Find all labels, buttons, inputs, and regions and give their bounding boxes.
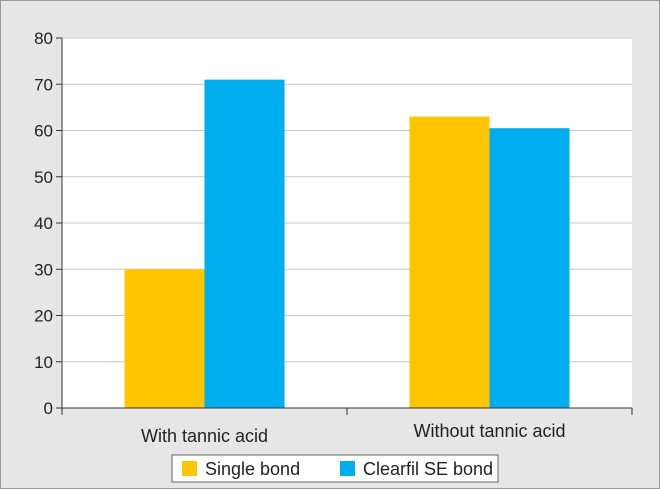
x-tick-label: With tannic acid [141,426,268,446]
x-axis-ticks [61,408,633,415]
bar [124,269,205,408]
bar [204,79,285,408]
bar [409,116,490,408]
y-tick-label: 70 [34,75,53,94]
y-tick-label: 50 [34,168,53,187]
legend-swatch [182,461,197,476]
y-tick-label: 30 [34,260,53,279]
y-tick-label: 10 [34,353,53,372]
y-axis-ticks: 0 10 20 30 40 50 60 70 80 [34,29,62,418]
bars [124,79,570,408]
y-tick-label: 80 [34,29,53,48]
legend: Single bond Clearfil SE bond [171,454,499,483]
y-tick-label: 20 [34,307,53,326]
legend-label: Clearfil SE bond [363,459,493,479]
x-axis-labels: With tannic acid Without tannic acid [141,421,566,446]
legend-box [171,454,499,483]
x-tick-label: Without tannic acid [413,421,565,441]
y-tick-label: 0 [44,399,53,418]
legend-swatch [340,461,355,476]
y-tick-label: 60 [34,122,53,141]
bar [489,128,570,408]
y-tick-label: 40 [34,214,53,233]
legend-label: Single bond [205,459,300,479]
